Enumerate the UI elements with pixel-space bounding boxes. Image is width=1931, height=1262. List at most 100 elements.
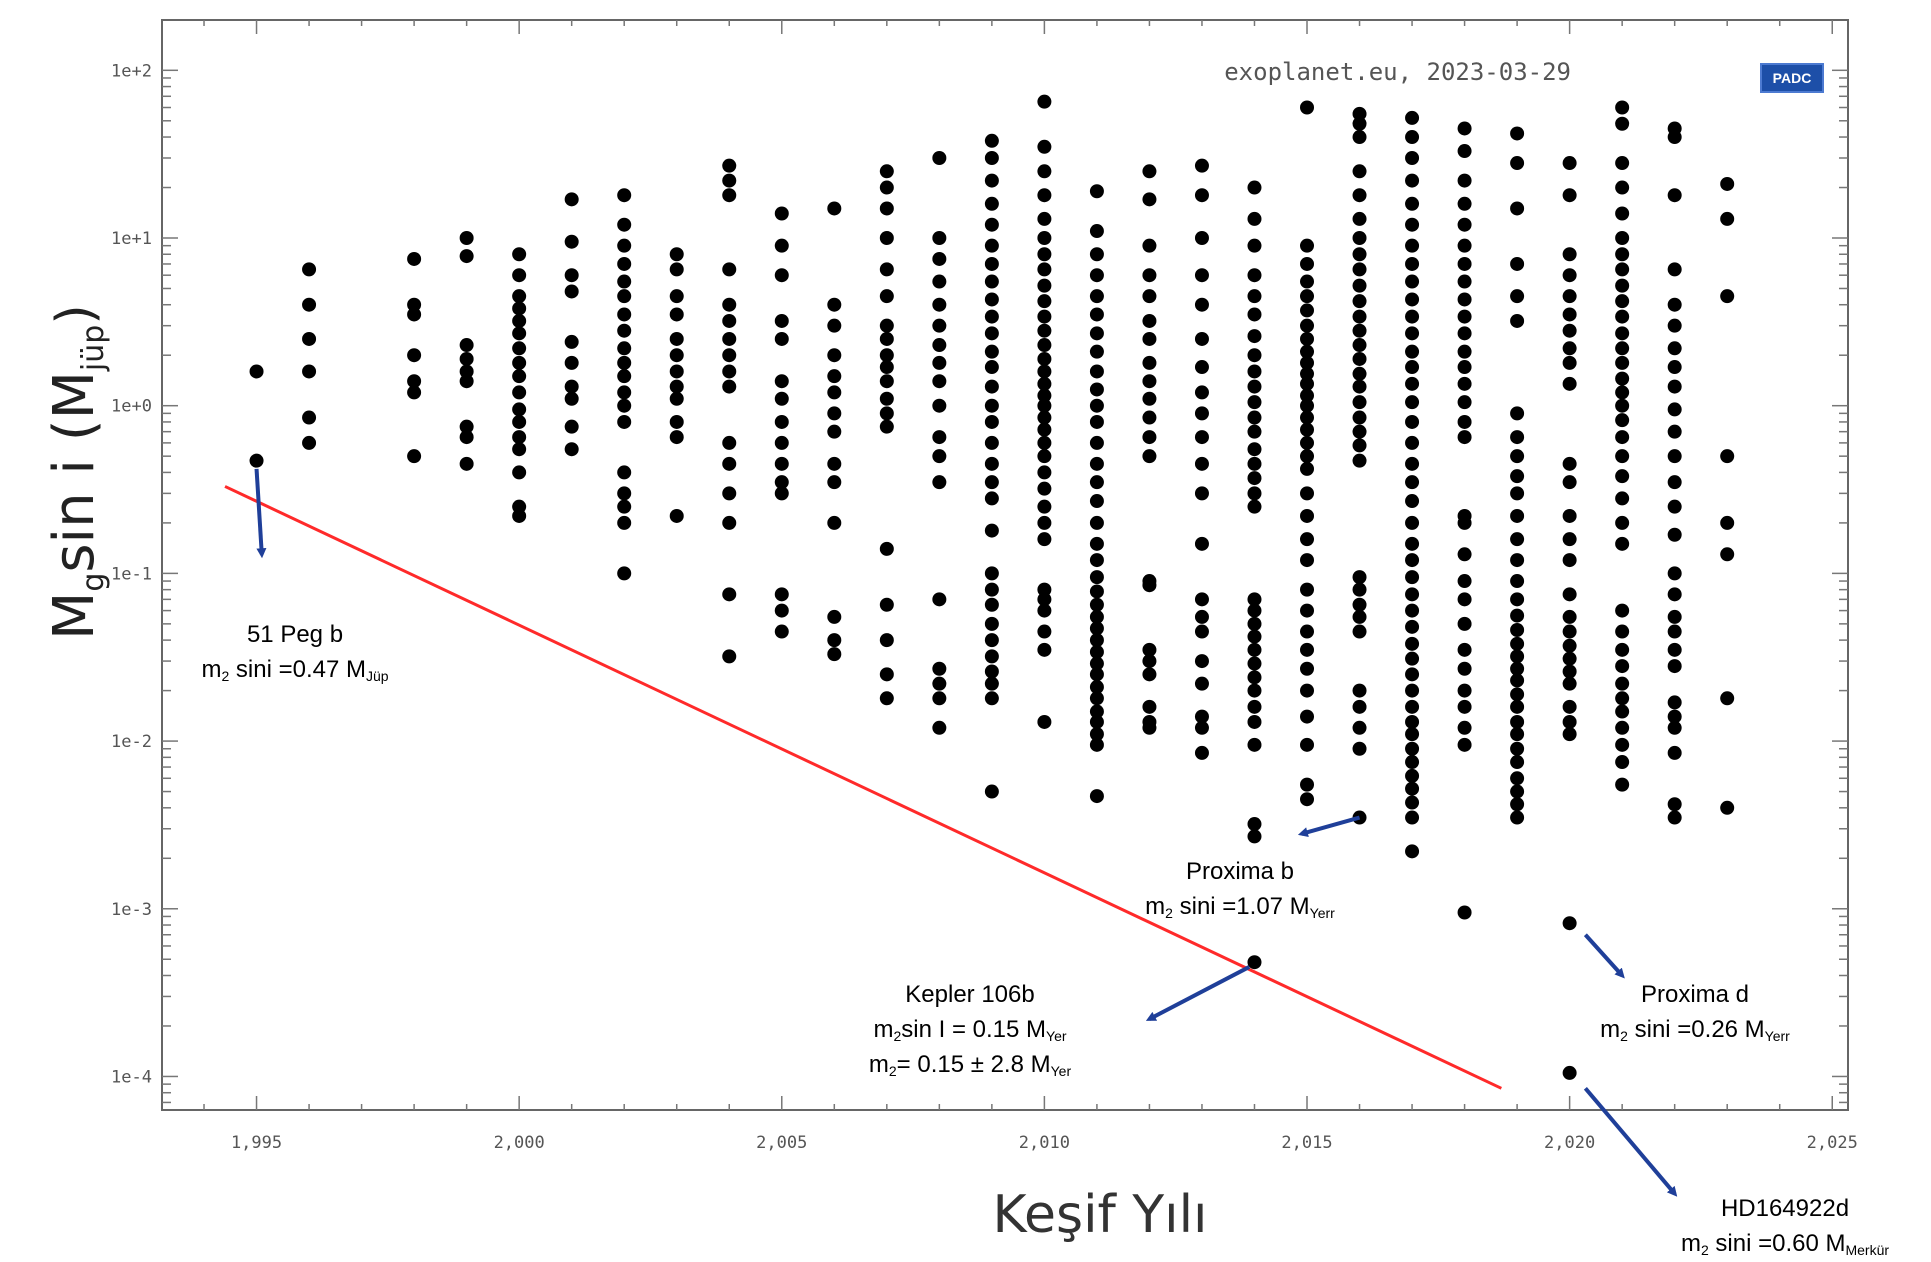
data-point	[932, 475, 947, 490]
data-point	[564, 192, 579, 207]
data-point	[512, 402, 527, 417]
annotation-arrow-proxd	[1583, 933, 1625, 979]
data-point	[1300, 449, 1315, 464]
data-point	[1405, 435, 1420, 450]
data-point	[1457, 274, 1472, 289]
data-point	[879, 597, 894, 612]
data-point	[564, 234, 579, 249]
data-point	[1089, 737, 1104, 752]
data-point	[984, 582, 999, 597]
data-point	[1300, 331, 1315, 346]
data-point	[1615, 536, 1630, 551]
data-point	[249, 364, 264, 379]
data-point	[669, 508, 684, 523]
annotation-title: 51 Peg b	[246, 621, 344, 648]
data-point	[774, 268, 789, 283]
data-point	[1510, 727, 1525, 742]
data-point	[1352, 211, 1367, 226]
data-point	[1667, 587, 1682, 602]
data-point	[984, 309, 999, 324]
data-point	[1300, 792, 1315, 807]
data-point	[1562, 307, 1577, 322]
data-point	[459, 249, 474, 264]
data-point	[1300, 553, 1315, 568]
data-point	[827, 385, 842, 400]
data-point	[1089, 398, 1104, 413]
data-point	[1247, 656, 1262, 671]
data-point	[564, 268, 579, 283]
data-point	[1089, 247, 1104, 262]
annotation-kepler-106b: Kepler 106b m2sin I = 0.15 MYer m2= 0.15…	[830, 978, 1110, 1082]
data-point	[512, 313, 527, 328]
data-point	[1352, 116, 1367, 131]
data-point	[984, 256, 999, 271]
data-point	[774, 238, 789, 253]
y-label-rest-sub: jüp	[76, 324, 111, 372]
data-point	[984, 173, 999, 188]
data-point	[617, 217, 632, 232]
data-point	[617, 238, 632, 253]
data-point	[459, 430, 474, 445]
data-point	[1037, 294, 1052, 309]
data-point	[1300, 624, 1315, 639]
data-point	[1300, 532, 1315, 547]
data-point	[564, 334, 579, 349]
data-point	[1562, 475, 1577, 490]
data-point	[1510, 622, 1525, 637]
data-point	[1562, 289, 1577, 304]
data-point	[1720, 176, 1735, 191]
data-point	[879, 691, 894, 706]
data-point	[1405, 714, 1420, 729]
data-point	[1667, 341, 1682, 356]
annotation-arrows	[254, 468, 1678, 1197]
data-point	[1352, 741, 1367, 756]
data-point	[1089, 494, 1104, 509]
data-point	[1300, 355, 1315, 370]
data-point	[1089, 609, 1104, 624]
data-point	[512, 355, 527, 370]
data-point	[722, 297, 737, 312]
data-point	[1510, 810, 1525, 825]
data-point	[1037, 714, 1052, 729]
data-point	[1667, 745, 1682, 760]
y-label-main: M	[42, 591, 107, 640]
data-point	[1405, 309, 1420, 324]
data-point	[1247, 289, 1262, 304]
data-point	[1247, 629, 1262, 644]
data-point	[1247, 364, 1262, 379]
data-point	[1510, 449, 1525, 464]
data-point	[617, 274, 632, 289]
data-point	[564, 419, 579, 434]
data-point	[1247, 307, 1262, 322]
data-point	[1247, 699, 1262, 714]
data-point	[1037, 642, 1052, 657]
data-point	[1562, 323, 1577, 338]
data-point	[774, 456, 789, 471]
data-point	[879, 164, 894, 179]
data-point	[1300, 274, 1315, 289]
data-point	[459, 338, 474, 353]
data-point	[1615, 180, 1630, 195]
y-tick-label: 1e+1	[111, 229, 152, 249]
data-point	[1089, 597, 1104, 612]
data-point	[1142, 331, 1157, 346]
data-point	[1089, 382, 1104, 397]
data-point	[827, 318, 842, 333]
data-point	[407, 307, 422, 322]
data-point	[827, 424, 842, 439]
annotation-arrow-kepler	[1145, 965, 1251, 1021]
data-point	[984, 435, 999, 450]
data-point	[302, 262, 317, 277]
data-point	[1194, 430, 1209, 445]
data-point	[1037, 481, 1052, 496]
data-point	[1615, 755, 1630, 770]
data-point	[1562, 699, 1577, 714]
data-point	[1142, 313, 1157, 328]
data-point	[1037, 376, 1052, 391]
data-point	[1562, 727, 1577, 742]
data-point	[1457, 376, 1472, 391]
data-point	[1667, 642, 1682, 657]
data-point	[1247, 603, 1262, 618]
data-point	[1615, 309, 1630, 324]
data-point	[1510, 574, 1525, 589]
